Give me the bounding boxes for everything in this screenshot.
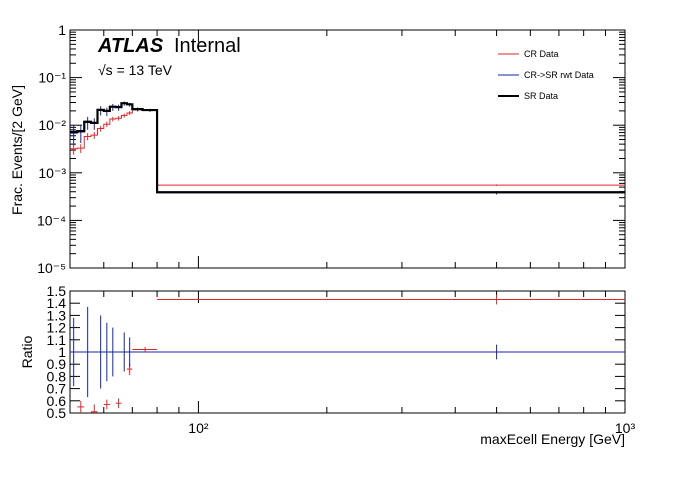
main-y-tick-label: 10⁻³ xyxy=(38,165,66,181)
energy-label: √s = 13 TeV xyxy=(98,62,173,78)
main-y-axis-title: Frac. Events/[2 GeV] xyxy=(9,85,25,215)
ratio-y-tick-label: 1.3 xyxy=(47,307,67,323)
legend-entry-1: CR->SR rwt Data xyxy=(524,70,594,80)
ratio-y-tick-label: 1 xyxy=(58,344,66,360)
main-y-tick-label: 1 xyxy=(58,22,66,38)
internal-label: Internal xyxy=(174,35,241,57)
ratio-y-tick-label: 0.5 xyxy=(47,405,67,421)
ratio-y-tick-label: 0.8 xyxy=(47,368,67,384)
ratio-y-tick-label: 1.1 xyxy=(47,332,67,348)
main-y-tick-label: 10⁻⁴ xyxy=(37,212,66,228)
ratio-y-tick-label: 0.9 xyxy=(47,356,67,372)
series-1-step-line xyxy=(70,103,625,194)
main-y-tick-label: 10⁻² xyxy=(38,117,66,133)
ratio-y-tick-label: 0.6 xyxy=(47,393,67,409)
ratio-y-tick-label: 0.7 xyxy=(47,381,67,397)
ratio-y-tick-label: 1.5 xyxy=(47,283,67,299)
main-y-tick-label: 10⁻¹ xyxy=(38,70,66,86)
legend-entry-2: SR Data xyxy=(524,91,558,101)
series-2-step-line xyxy=(70,102,625,194)
main-y-tick-label: 10⁻⁵ xyxy=(37,260,66,276)
ratio-panel: 0.50.60.70.80.911.11.21.31.41.5 10² 10³ xyxy=(47,283,636,436)
legend-entry-0: CR Data xyxy=(524,49,559,59)
atlas-label: ATLAS xyxy=(97,35,164,57)
legend: CR Data CR->SR rwt Data SR Data xyxy=(498,49,594,101)
ratio-y-tick-label: 1.4 xyxy=(47,295,67,311)
x-tick-label: 10² xyxy=(188,420,209,436)
x-axis-title: maxEcell Energy [GeV] xyxy=(480,431,625,447)
main-panel: 1 10⁻¹ 10⁻² 10⁻³ 10⁻⁴ 10⁻⁵ xyxy=(37,22,626,276)
series-0-step-line xyxy=(70,109,625,186)
x-tick-label: 10³ xyxy=(615,420,636,436)
ratio-y-axis-title: Ratio xyxy=(19,335,35,368)
ratio-y-tick-label: 1.2 xyxy=(47,320,67,336)
